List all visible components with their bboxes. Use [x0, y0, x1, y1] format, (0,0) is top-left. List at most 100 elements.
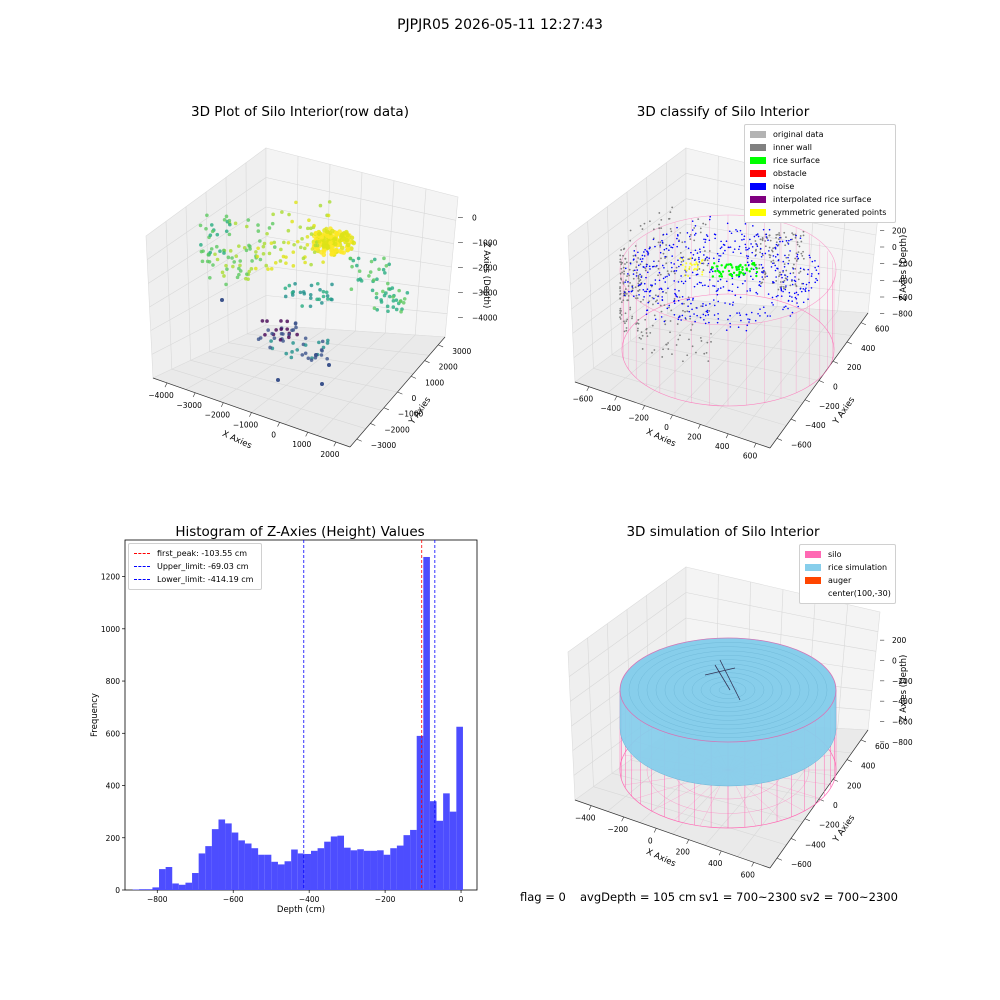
plot1-point: [284, 255, 288, 259]
plot2-noise-point: [686, 299, 689, 301]
plot2-noise-point: [768, 228, 771, 231]
histogram-bar: [423, 556, 430, 890]
plot1-point: [318, 203, 323, 208]
plot2-wall-point: [699, 231, 702, 234]
plot3-y-axis-label: Frequency: [90, 693, 100, 737]
plot2-noise-point: [802, 282, 805, 285]
plot1-point: [281, 339, 285, 343]
plot2-noise-point: [719, 278, 722, 281]
plot1-point: [381, 289, 385, 294]
plot2-noise-point: [739, 296, 742, 299]
plot2-rice-point: [714, 269, 717, 273]
plot2-noise-point: [693, 259, 696, 261]
plot2-noise-point: [699, 248, 701, 250]
plot1-point: [316, 232, 321, 236]
plot1-point: [237, 272, 241, 277]
plot1-point: [224, 282, 228, 287]
plot1-x-axis-label: X Axies: [221, 429, 254, 452]
plot2-symmetric-point: [699, 262, 702, 265]
plot2-wall-point: [700, 340, 703, 342]
plot2-noise-point: [751, 246, 754, 248]
plot2-wall-point: [777, 238, 780, 241]
legend-label: center(100,-30): [828, 589, 891, 598]
plot4-rice-mesh: [664, 659, 792, 721]
plot1-point: [246, 277, 250, 281]
footer-sv2: sv2 = 700~2300: [800, 890, 898, 904]
plot2-wall-point: [676, 323, 679, 325]
plot4-x-axis-line: [574, 799, 771, 869]
plot2-noise-point: [661, 241, 664, 244]
plot1-point: [309, 262, 313, 267]
footer-flag: flag = 0: [520, 890, 566, 904]
plot2-wall-point: [776, 233, 779, 236]
plot1-point: [237, 244, 241, 248]
legend-entry: inner wall: [750, 141, 890, 154]
plot2-z-tick-label: −800: [892, 310, 913, 319]
plot2-noise-point: [717, 280, 719, 282]
plot2-noise-point: [805, 287, 807, 290]
plot1-point: [303, 343, 308, 347]
plot2-noise-point: [680, 275, 682, 277]
plot2-noise-point: [763, 269, 765, 272]
plot1-point: [215, 232, 220, 237]
plot2-noise-point: [759, 308, 761, 310]
plot2-wall-point: [635, 297, 637, 300]
plot2-z-tick-label: −600: [892, 293, 913, 302]
legend-swatch: [750, 183, 766, 190]
plot1-point: [300, 353, 305, 357]
histogram-bar: [185, 882, 193, 890]
plot2-noise-point: [729, 246, 732, 248]
plot2-noise-point: [690, 251, 692, 254]
plot1-point: [333, 247, 339, 253]
histogram-bar: [449, 811, 457, 890]
plot2-wall-point: [636, 261, 638, 263]
plot1-point: [228, 222, 232, 227]
plot1-point: [339, 249, 344, 255]
plot2-noise-point: [693, 234, 696, 236]
plot2-wall-point: [622, 292, 625, 295]
plot2-noise-point: [764, 312, 766, 314]
plot2-noise-point: [642, 266, 645, 268]
plot2-noise-point: [661, 299, 664, 302]
plot1-point: [267, 251, 272, 256]
plot2-noise-point: [634, 269, 636, 272]
plot1-point: [371, 278, 376, 282]
plot2-noise-point: [658, 271, 661, 274]
plot2-wall-point: [693, 239, 696, 242]
plot2-rice-point: [735, 274, 739, 277]
plot2-wall-point: [639, 300, 642, 303]
plot2-noise-point: [702, 313, 705, 316]
legend-entry: first_peak: -103.55 cm: [134, 547, 256, 560]
plot2-noise-point: [717, 312, 719, 315]
histogram-bar: [377, 850, 384, 890]
plot2-noise-point: [718, 254, 720, 257]
plot2-symmetric-point: [696, 267, 699, 270]
histogram-bar: [304, 853, 311, 890]
plot1-point: [215, 257, 220, 262]
plot2-noise-point: [741, 282, 744, 285]
plot2-wall-point: [637, 257, 639, 259]
plot2-symmetric-point: [693, 263, 696, 266]
plot2-noise-point: [640, 283, 643, 285]
plot2-rice-point: [718, 275, 721, 278]
plot1-point: [286, 228, 291, 233]
plot1-point: [325, 294, 330, 298]
plot2-wall-point: [619, 309, 622, 312]
plot2-wall-point: [761, 238, 764, 241]
plot2-wall-point: [689, 233, 692, 236]
plot2-symmetric-point: [684, 265, 687, 268]
plot2-noise-point: [766, 315, 769, 317]
plot2-noise-point: [772, 262, 774, 265]
plot2-wall-point: [770, 260, 773, 263]
plot1-point: [263, 332, 267, 337]
plot2-noise-point: [696, 283, 699, 285]
plot2-wall-point: [791, 232, 794, 235]
plot2-noise-point: [662, 277, 665, 280]
plot2-noise-point: [627, 273, 629, 275]
plot1-y-tick-mark: [383, 407, 389, 411]
plot2-noise-point: [673, 299, 676, 302]
plot1-x-tick-mark: [333, 441, 337, 447]
plot2-y-tick-mark: [804, 399, 811, 403]
plot2-wall-point: [786, 241, 789, 244]
plot1-z-tick-label: 0: [472, 214, 477, 223]
